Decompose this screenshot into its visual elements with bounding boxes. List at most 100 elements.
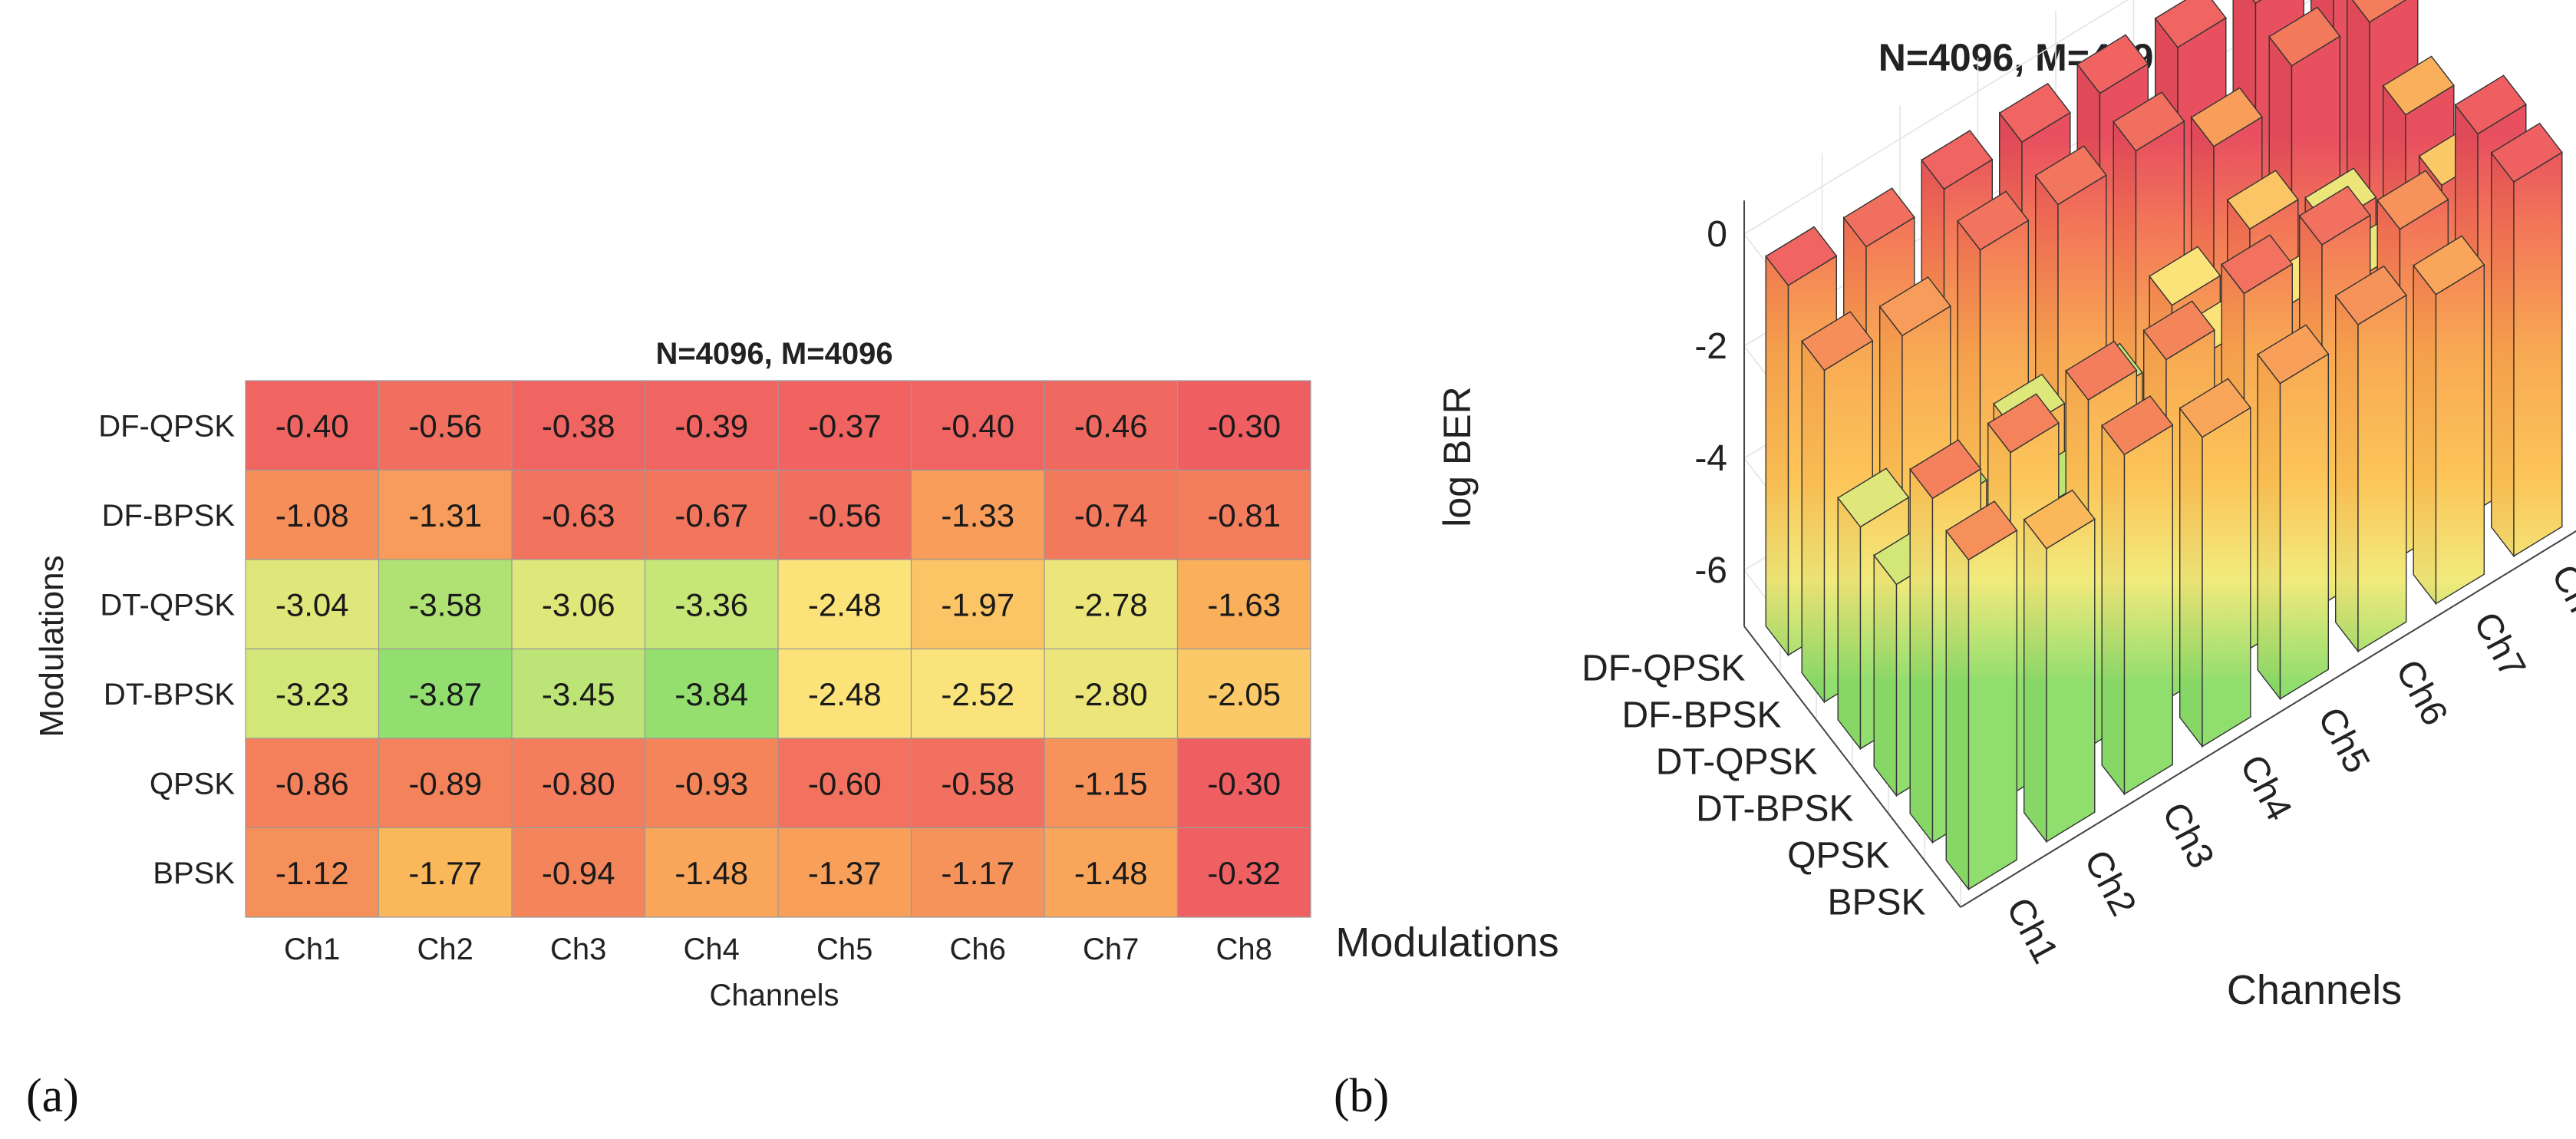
modulation-axis-line	[1743, 626, 1961, 908]
bar-side-face	[1945, 529, 1970, 891]
heatmap-cell-label: -0.39	[675, 408, 748, 444]
heatmap-cell	[511, 559, 646, 650]
heatmap-column-label: Ch3	[550, 933, 606, 966]
subfig-a-label: (a)	[26, 1070, 79, 1122]
bar3d-bar	[1945, 500, 2018, 891]
heatmap-cell-label: -1.17	[941, 855, 1014, 891]
heatmap-cell	[910, 738, 1045, 829]
heatmap-cell-label: -0.40	[941, 408, 1014, 444]
heatmap-cell	[777, 648, 912, 739]
channel-tick-label: Ch8	[2544, 558, 2576, 637]
bar-top-face	[2076, 34, 2149, 94]
heatmap-cell-label: -0.40	[275, 408, 349, 444]
heatmap-cell-label: -1.48	[675, 855, 748, 891]
heatmap-column-label: Ch6	[950, 933, 1006, 966]
bar-side-face	[2257, 352, 2281, 701]
heatmap-cell	[910, 827, 1045, 918]
heatmap-cell-label: -1.08	[275, 497, 349, 533]
bar-side-face	[1837, 496, 1862, 751]
heatmap-cell-label: -0.38	[542, 408, 615, 444]
heatmap-column-label: Ch2	[417, 933, 473, 966]
modulation-tick-label: DT-BPSK	[1696, 789, 1853, 830]
heatmap-cell	[644, 380, 779, 471]
bar3d-bar	[2257, 324, 2330, 701]
bar-top-face	[1765, 226, 1838, 286]
heatmap-cell-label: -0.89	[408, 765, 482, 801]
channel-tick-label: Ch3	[2154, 796, 2221, 875]
heatmap-cell	[378, 559, 513, 650]
bar-front-face	[2357, 294, 2407, 652]
heatmap-cell-label: -3.06	[542, 586, 615, 622]
channel-tick-label: Ch1	[1998, 891, 2066, 970]
bar-top-face	[2154, 0, 2227, 48]
heatmap-cell-label: -1.37	[808, 855, 882, 891]
heatmap-cell-label: -1.15	[1074, 765, 1148, 801]
bar3d-channels-axis-label: Channels	[2227, 967, 2402, 1013]
heatmap-cell	[644, 469, 779, 560]
bar-front-face	[2123, 424, 2174, 795]
bar3d-bar	[2179, 378, 2251, 748]
heatmap-cell-label: -3.23	[275, 676, 349, 712]
heatmap-cell	[511, 738, 646, 829]
heatmap-cell-label: -1.48	[1074, 855, 1148, 891]
bar-top-face	[2113, 91, 2185, 152]
bar-top-face	[2190, 87, 2263, 147]
bar-top-face	[2142, 300, 2215, 361]
heatmap-cell	[777, 469, 912, 560]
heatmap-cell	[1044, 738, 1179, 829]
heatmap-cell-label: -2.48	[808, 676, 882, 712]
heatmap-cell-label: -3.04	[275, 586, 349, 622]
bar3d-z-ticks: 0 -2 -4 -6	[1694, 214, 1727, 591]
heatmap-cell-label: -0.56	[808, 497, 882, 533]
bar-top-face	[1842, 187, 1915, 248]
heatmap-cell-label: -0.37	[808, 408, 882, 444]
heatmap-cell-label: -1.31	[408, 497, 482, 533]
bar-side-face	[2179, 406, 2203, 748]
bar-top-face	[2226, 170, 2299, 230]
heatmap-row-label: BPSK	[153, 857, 235, 890]
bar-top-face	[1957, 190, 2030, 251]
bar-front-face	[2046, 518, 2096, 843]
heatmap-cell	[1044, 827, 1179, 918]
heatmap-row-label: DT-BPSK	[104, 678, 235, 711]
bar-front-face	[1967, 529, 2018, 890]
heatmap-cell-label: -3.87	[408, 676, 482, 712]
bar-top-face	[2252, 0, 2262, 5]
modulation-tick-label: QPSK	[1787, 836, 1889, 877]
heatmap-title: N=4096, M=4096	[655, 337, 892, 371]
heatmap-cell	[644, 738, 779, 829]
heatmap-cell-label: -0.60	[808, 765, 882, 801]
heatmap-cell	[245, 827, 380, 918]
heatmap-cell-label: -0.94	[542, 855, 615, 891]
heatmap-cell-label: -0.46	[1074, 408, 1148, 444]
heatmap-cell	[1176, 827, 1311, 918]
heatmap-cell	[378, 827, 513, 918]
heatmap-row-label: DF-BPSK	[102, 499, 236, 533]
bar3d-modulations-axis-label: Modulations	[1335, 919, 1558, 966]
bar-side-face	[2490, 151, 2515, 558]
bar-side-face	[2023, 517, 2047, 844]
heatmap-cell	[777, 738, 912, 829]
heatmap-cell-label: -0.30	[1207, 408, 1281, 444]
heatmap-cell-label: -1.12	[275, 855, 349, 891]
bar-top-face	[2221, 234, 2294, 295]
channel-tick-label: Ch4	[2232, 748, 2300, 827]
bar-top-face	[2376, 170, 2449, 230]
bar-top-face	[1837, 467, 1910, 528]
bar-top-face	[2101, 395, 2174, 456]
bar-top-face	[2023, 489, 2096, 550]
heatmap-cell-label: -0.74	[1074, 497, 1148, 533]
bar-top-face	[1801, 311, 1874, 371]
bar3d-bars	[1765, 0, 2563, 891]
heatmap-cell-label: -1.63	[1207, 586, 1281, 622]
modulation-tick-label: DT-QPSK	[1656, 742, 1818, 783]
heatmap-cell	[777, 380, 912, 471]
heatmap-cell-label: -0.32	[1207, 855, 1281, 891]
bar-top-face	[2413, 235, 2485, 295]
bar3d-z-axis-label: log BER	[1436, 386, 1479, 527]
bar-top-face	[2065, 340, 2138, 401]
heatmap-cell	[378, 380, 513, 471]
modulation-tick-label: DF-BPSK	[1621, 695, 1781, 736]
subfig-b-label: (b)	[1334, 1070, 1389, 1122]
